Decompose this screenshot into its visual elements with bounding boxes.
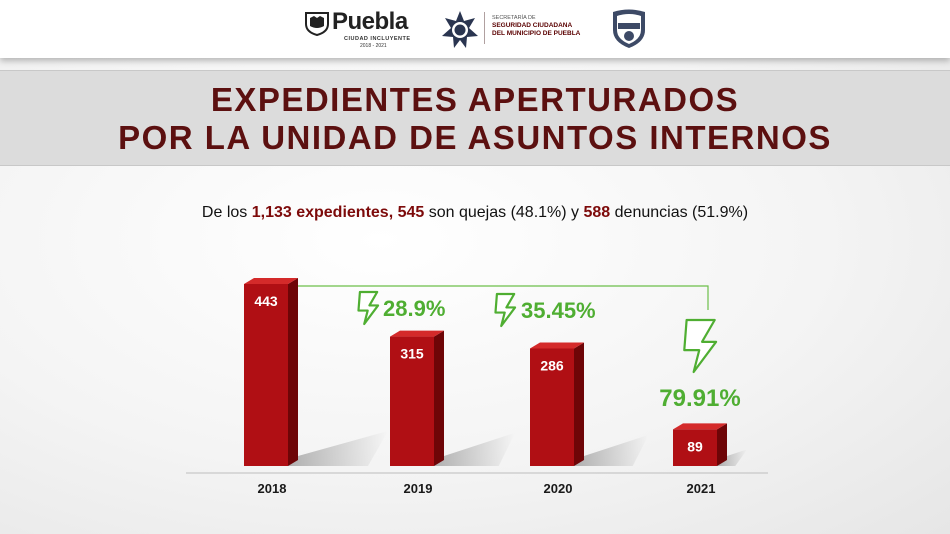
summary-total: 1,133 expedientes, (251, 204, 394, 221)
x-tick-label: 2020 (544, 481, 573, 496)
summary-quejas-count: 545 (397, 204, 425, 221)
decrease-percent-label: 28.9% (383, 296, 445, 321)
bar-top-face (390, 330, 444, 337)
bar-value-label: 286 (540, 358, 564, 374)
bar-shadow (574, 434, 649, 466)
x-tick-label: 2019 (404, 481, 433, 496)
lightning-down-icon (683, 318, 718, 374)
secretaria-line-1: SECRETARÍA DE (492, 15, 536, 21)
bar-side-face (434, 330, 444, 466)
bar-front-face (390, 336, 434, 466)
bar-side-face (717, 423, 727, 466)
bar-2019: 315 2019 (390, 330, 516, 496)
bar-top-face (673, 423, 727, 430)
x-tick-label: 2021 (687, 481, 716, 496)
header-divider (484, 12, 485, 44)
page-title-line-2: POR LA UNIDAD DE ASUNTOS INTERNOS (118, 119, 832, 156)
summary-text: De los 1,133 expedientes, 545 son quejas… (0, 204, 950, 222)
bar-shadow (434, 432, 516, 466)
puebla-years: 2018 - 2021 (360, 43, 387, 49)
bar-top-face (530, 342, 584, 349)
bar-front-face (530, 348, 574, 466)
bar-2021: 89 2021 (673, 423, 748, 496)
bar-shadow (288, 431, 388, 466)
decrease-percent-label: 79.91% (659, 385, 740, 412)
bar-value-label: 443 (254, 293, 278, 309)
bar-value-label: 315 (400, 346, 424, 362)
puebla-logo: Puebla CIUDAD INCLUYENTE 2018 - 2021 (304, 8, 422, 49)
police-star-icon (442, 11, 478, 48)
summary-part-3: son quejas (48.1%) y (424, 204, 584, 221)
police-badge-icon (613, 9, 645, 48)
bar-side-face (288, 278, 298, 466)
trend-connector-line (298, 285, 709, 310)
secretaria-line-3: DEL MUNICIPIO DE PUEBLA (492, 30, 581, 37)
decrease-percent-label: 35.45% (521, 298, 596, 323)
bar-2020: 286 2020 (530, 342, 649, 496)
secretaria-text: SECRETARÍA DE SEGURIDAD CIUDADANA DEL MU… (492, 14, 580, 38)
header-bar: Puebla CIUDAD INCLUYENTE 2018 - 2021 SEC… (0, 0, 950, 58)
lightning-down-icon (357, 290, 380, 326)
summary-denuncias-count: 588 (583, 204, 611, 221)
bar-shadow (717, 449, 748, 466)
summary-part-4: denuncias (51.9%) (610, 204, 749, 221)
bar-value-label: 89 (687, 438, 703, 454)
puebla-wordmark: Puebla (332, 8, 408, 35)
puebla-shield-icon (305, 12, 329, 36)
summary-part-1: De los (201, 204, 252, 221)
bar-front-face (673, 429, 717, 466)
x-tick-label: 2018 (258, 481, 287, 496)
title-band: EXPEDIENTES APERTURADOS POR LA UNIDAD DE… (0, 70, 950, 166)
page-title-line-1: EXPEDIENTES APERTURADOS (210, 81, 740, 118)
secretaria-line-2: SEGURIDAD CIUDADANA (492, 22, 573, 29)
bar-2018: 443 2018 (244, 278, 388, 496)
lightning-down-icon (494, 292, 517, 328)
bar-top-face (244, 278, 298, 284)
bar-side-face (574, 342, 584, 466)
puebla-tagline: CIUDAD INCLUYENTE (344, 36, 411, 42)
bar-front-face (244, 284, 288, 466)
